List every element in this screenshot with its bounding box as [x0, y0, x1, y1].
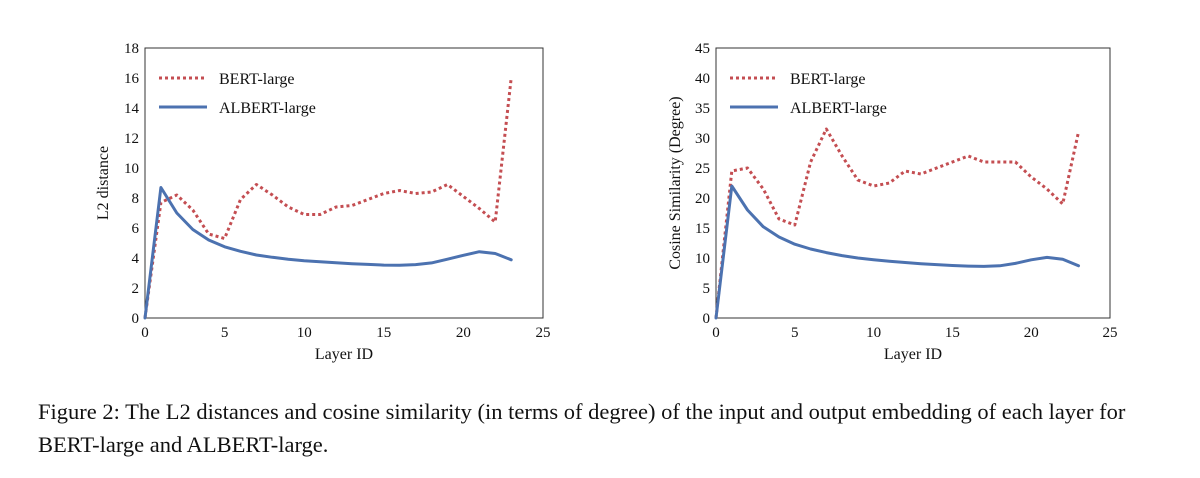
x-axis-label: Layer ID: [884, 346, 942, 363]
series-line-albert-large: [143, 186, 513, 320]
y-axis-label: Cosine Similarity (Degree): [667, 96, 684, 269]
x-tick-label: 20: [456, 325, 471, 341]
series-line-bert-large: [714, 127, 1080, 319]
l2-distance-chart: 0 5 10 15 20 25 0 2 4 6 8 10 12 14 16 18 Layer ID L2 dist…: [95, 41, 551, 363]
legend-label-albert-large: ALBERT-large: [219, 100, 316, 117]
x-tick-label: 15: [945, 325, 960, 341]
y-tick-label: 0: [703, 311, 711, 327]
y-tick-label: 45: [695, 41, 710, 57]
y-tick-label: 6: [132, 221, 140, 237]
cosine-similarity-chart: 0 5 10 15 20 25 0 5 10 15 20 25 30 35 40 45 Layer ID Cosi…: [667, 41, 1118, 363]
x-tick-label: 5: [791, 325, 799, 341]
legend-label-bert-large: BERT-large: [790, 71, 865, 88]
y-tick-label: 4: [132, 251, 140, 267]
x-tick-label: 0: [712, 325, 720, 341]
y-tick-label: 14: [124, 101, 140, 117]
x-axis-label: Layer ID: [315, 346, 373, 363]
x-tick-label: 5: [221, 325, 229, 341]
series-line-albert-large: [714, 184, 1080, 320]
plot-frame: [144, 47, 544, 319]
y-tick-label: 35: [695, 101, 710, 117]
y-tick-label: 12: [124, 131, 139, 147]
y-tick-label: 40: [695, 71, 710, 87]
y-tick-label: 20: [695, 191, 710, 207]
y-tick-label: 18: [124, 41, 139, 57]
x-tick-label: 15: [376, 325, 391, 341]
figure-caption: Figure 2: The L2 distances and cosine si…: [38, 399, 1126, 457]
legend-label-albert-large: ALBERT-large: [790, 100, 887, 117]
x-tick-label: 0: [141, 325, 149, 341]
y-tick-label: 10: [695, 251, 710, 267]
x-tick-label: 10: [866, 325, 881, 341]
x-tick-label: 25: [536, 325, 551, 341]
series-line-bert-large: [143, 77, 513, 319]
y-tick-label: 8: [132, 191, 140, 207]
y-axis-label: L2 distance: [95, 146, 112, 220]
y-tick-label: 5: [703, 281, 711, 297]
y-tick-label: 10: [124, 161, 139, 177]
x-tick-label: 20: [1024, 325, 1039, 341]
x-tick-label: 10: [297, 325, 312, 341]
x-tick-label: 25: [1103, 325, 1118, 341]
plot-frame: [715, 47, 1111, 319]
y-tick-label: 0: [132, 311, 140, 327]
y-tick-label: 25: [695, 161, 710, 177]
y-tick-label: 2: [132, 281, 140, 297]
y-tick-label: 15: [695, 221, 710, 237]
legend-label-bert-large: BERT-large: [219, 71, 294, 88]
y-tick-label: 30: [695, 131, 710, 147]
y-tick-label: 16: [124, 71, 140, 87]
